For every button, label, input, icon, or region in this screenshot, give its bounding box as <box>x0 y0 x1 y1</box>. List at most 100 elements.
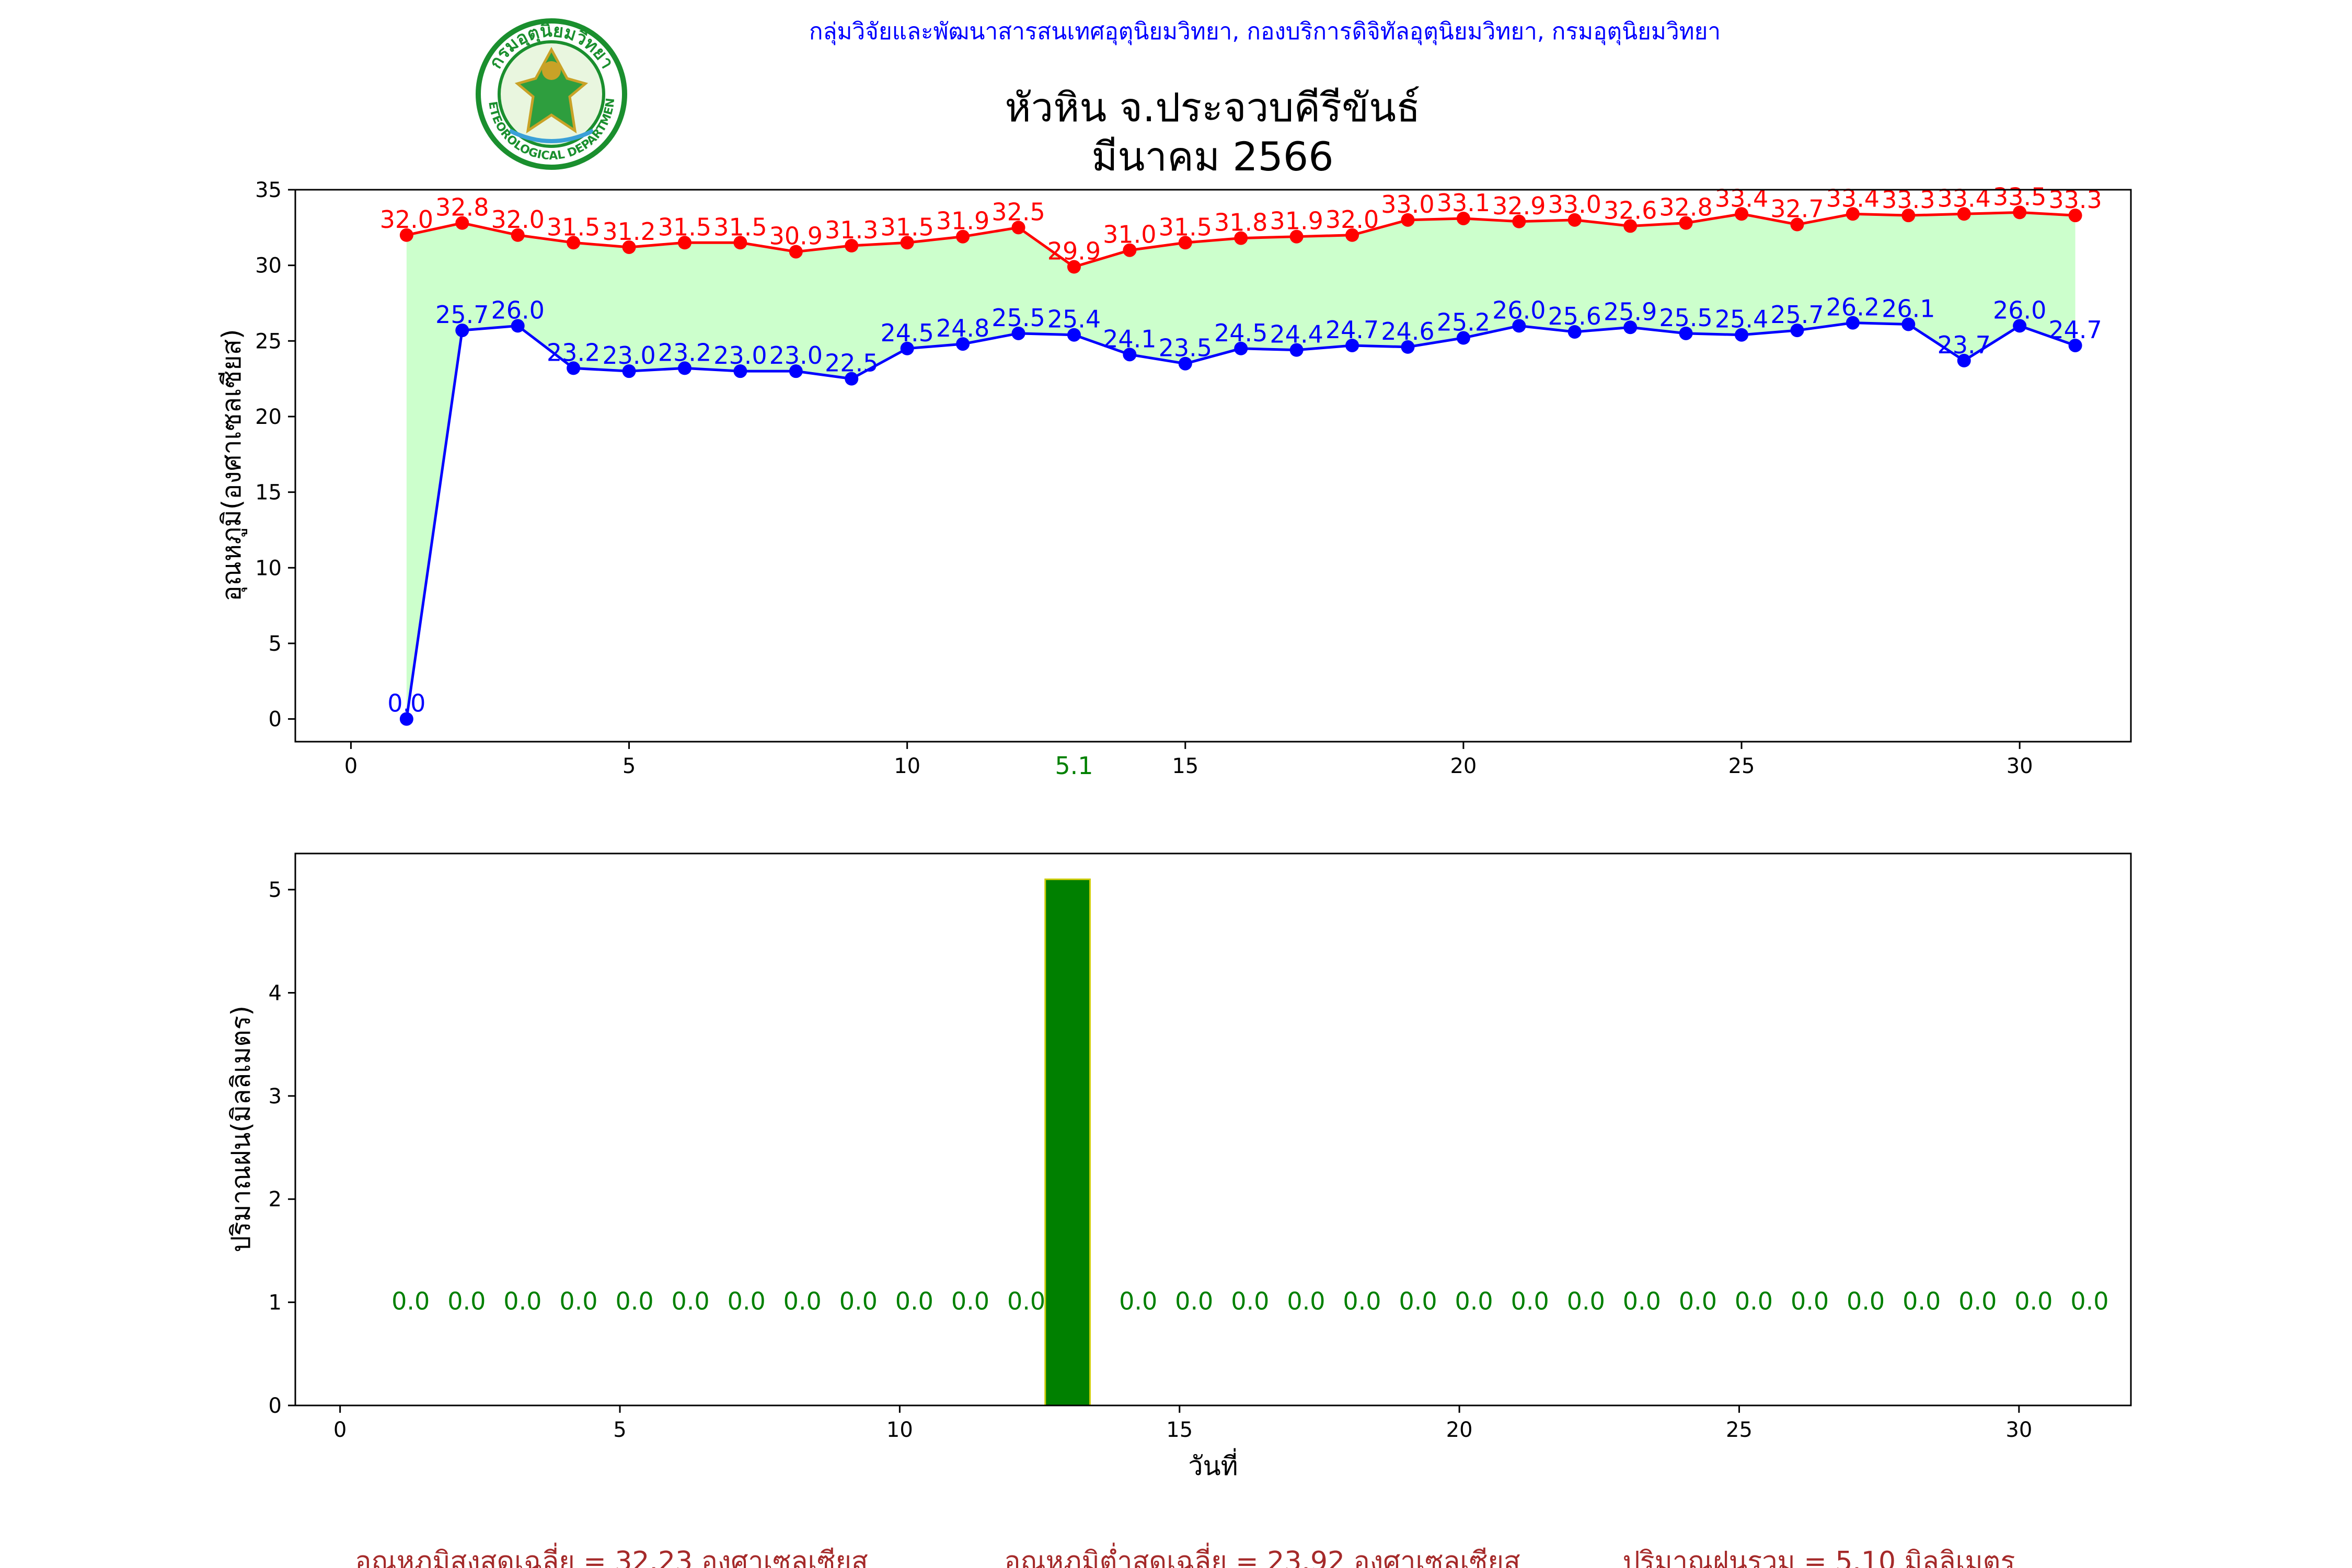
rain-value-label: 0.0 <box>391 1287 430 1316</box>
max-temp-label: 32.6 <box>1604 196 1657 224</box>
max-temp-label: 31.3 <box>825 216 878 244</box>
max-temp-point <box>1679 216 1693 230</box>
temperature-y-tick-label: 15 <box>255 481 282 505</box>
min-temp-point <box>511 319 525 333</box>
logo-deity-figure <box>514 47 589 134</box>
min-temp-label: 24.5 <box>1214 319 1267 347</box>
rainfall-x-tick-label: 15 <box>1166 1418 1193 1442</box>
max-temp-label: 32.0 <box>380 205 433 234</box>
max-temp-point <box>1067 260 1081 274</box>
rain-value-label: 0.0 <box>783 1287 822 1316</box>
max-temp-label: 31.9 <box>1270 207 1323 235</box>
max-temp-label: 31.5 <box>880 213 933 241</box>
min-temp-point <box>399 712 413 726</box>
max-temp-label: 32.9 <box>1492 192 1546 220</box>
chart-title-line1: หัวหิน จ.ประจวบคีรีขันธ์ <box>1005 84 1421 131</box>
max-temp-label: 32.0 <box>491 205 544 234</box>
min-temp-point <box>1011 326 1025 340</box>
max-temp-label: 31.5 <box>547 213 600 241</box>
rain-value-label: 0.0 <box>1791 1287 1829 1316</box>
rain-value-label: 0.0 <box>1119 1287 1157 1316</box>
rain-value-label: 0.0 <box>1958 1287 1997 1316</box>
min-temp-point <box>1679 326 1693 340</box>
min-temp-point <box>956 337 970 351</box>
max-temp-point <box>1234 231 1248 245</box>
min-temp-label: 23.2 <box>547 338 600 366</box>
min-temp-point <box>677 361 691 375</box>
chart-title-line2: มีนาคม 2566 <box>1091 133 1333 180</box>
max-temp-point <box>511 228 525 242</box>
temperature-x-tick-label: 0 <box>344 754 358 778</box>
min-temp-point <box>455 324 469 338</box>
min-temp-point <box>2013 319 2027 333</box>
temperature-y-tick-label: 0 <box>269 708 282 732</box>
min-temp-point <box>1345 338 1359 352</box>
max-temp-label: 33.5 <box>1993 182 2046 211</box>
max-temp-point <box>622 240 636 254</box>
min-temp-point <box>1289 343 1304 357</box>
temperature-range-fill <box>406 212 2076 719</box>
max-temp-point <box>677 236 691 250</box>
rain-value-label: 0.0 <box>895 1287 933 1316</box>
credit-line: กลุ่มวิจัยและพัฒนาสารสนเทศอุตุนิยมวิทยา,… <box>809 18 1721 45</box>
max-temp-point <box>1512 214 1526 228</box>
rain-value-label: 0.0 <box>1735 1287 1773 1316</box>
rain-value-label: 0.0 <box>447 1287 486 1316</box>
temperature-y-tick-label: 30 <box>255 254 282 278</box>
max-temp-label: 33.0 <box>1548 190 1601 218</box>
min-temp-label: 23.0 <box>713 341 767 370</box>
temperature-x-tick-label: 30 <box>2007 754 2033 778</box>
min-temp-label: 25.7 <box>435 301 489 329</box>
rainfall-chart: 0.0 0.0 0.0 0.0 0.0 0.0 0.0 0.0 0.0 0.0 0.0 0.0 0.0 0… <box>226 852 2132 1481</box>
temperature-x-tick-label: 20 <box>1450 754 1477 778</box>
rainfall-y-tick-label: 3 <box>269 1085 282 1109</box>
rain-value-label: 0.0 <box>1455 1287 1493 1316</box>
min-temp-point <box>567 361 581 375</box>
max-temp-point <box>1623 219 1638 233</box>
max-temp-label: 32.8 <box>1659 193 1712 222</box>
temperature-y-tick-label: 20 <box>255 405 282 429</box>
rain-annotation-label: 5.1 <box>1055 752 1093 780</box>
min-temp-point <box>845 372 859 386</box>
max-temp-point <box>399 228 413 242</box>
min-temp-label: 23.2 <box>658 338 711 366</box>
max-temp-point <box>567 236 581 250</box>
rain-value-label: 0.0 <box>1343 1287 1381 1316</box>
rainfall-y-tick-label: 5 <box>269 878 282 902</box>
rain-value-label: 0.0 <box>951 1287 989 1316</box>
temperature-x-tick-label: 10 <box>894 754 920 778</box>
summary-avg-min: อุณหภูมิต่ำสุดเฉลี่ย = 23.92 องศาเซลเซีย… <box>1004 1542 1520 1568</box>
rain-value-label: 0.0 <box>503 1287 541 1316</box>
max-temp-point <box>2013 205 2027 220</box>
rain-value-label: 0.0 <box>728 1287 766 1316</box>
rain-value-label: 0.0 <box>839 1287 878 1316</box>
max-temp-point <box>733 236 747 250</box>
max-temp-point <box>1011 221 1025 235</box>
rainfall-y-axis-label: ปริมาณฝน(มิลลิเมตร) <box>226 1006 256 1252</box>
min-temp-label: 23.5 <box>1159 334 1212 362</box>
min-temp-label: 25.4 <box>1715 305 1768 333</box>
rain-value-label: 0.0 <box>672 1287 710 1316</box>
min-temp-point <box>1067 328 1081 342</box>
min-temp-label: 23.0 <box>769 341 823 370</box>
max-temp-label: 31.8 <box>1214 209 1267 237</box>
temperature-x-tick-label: 25 <box>1728 754 1755 778</box>
max-temp-point <box>1401 213 1415 227</box>
min-temp-point <box>1401 340 1415 354</box>
temperature-y-axis-label: อุณหภูมิ(องศาเซลเซียส) <box>216 329 247 601</box>
rain-value-label: 0.0 <box>1679 1287 1717 1316</box>
rainfall-y-tick-label: 0 <box>269 1394 282 1418</box>
min-temp-label: 25.6 <box>1548 302 1601 330</box>
max-temp-label: 31.5 <box>658 213 711 241</box>
min-temp-point <box>1123 348 1137 362</box>
temperature-axes-frame <box>294 189 2132 743</box>
min-temp-point <box>1178 356 1192 371</box>
max-temp-point <box>845 239 859 253</box>
min-temp-point <box>1234 341 1248 355</box>
max-temp-label: 31.2 <box>602 217 655 246</box>
rainfall-y-tick-label: 4 <box>269 981 282 1005</box>
summary-avg-max: อุณหภูมิสูงสุดเฉลี่ย = 32.23 องศาเซลเซีย… <box>355 1542 868 1568</box>
max-temp-label: 31.0 <box>1103 221 1156 249</box>
max-temp-label: 31.5 <box>1159 213 1212 241</box>
min-temp-label: 26.0 <box>1492 296 1546 324</box>
